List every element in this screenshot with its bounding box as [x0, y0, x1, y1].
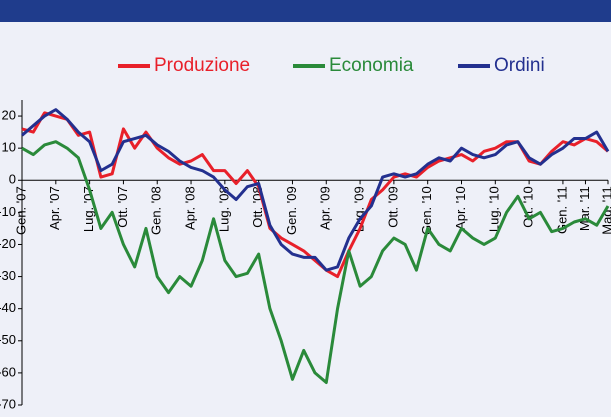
- y-tick-label: -10: [0, 204, 16, 219]
- x-tick-label: Lug. '08: [216, 186, 231, 232]
- header-bar: [0, 0, 611, 22]
- legend-label: Ordini: [494, 55, 545, 76]
- line-series: [21, 111, 609, 279]
- y-tick-label: 0: [9, 172, 16, 187]
- y-tick-label: -30: [0, 268, 16, 283]
- x-tick-label: Ott. '09: [385, 186, 400, 228]
- line-series: [21, 140, 610, 385]
- y-tick-label: -40: [0, 300, 16, 315]
- x-tick-label: Mar. '11: [577, 186, 592, 231]
- x-tick-label: Gen. '08: [149, 186, 164, 235]
- x-tick-label: Gen. '09: [284, 186, 299, 235]
- x-tick-label: Ott. '07: [115, 186, 130, 228]
- y-tick-label: -70: [0, 396, 16, 411]
- y-tick-label: -20: [0, 236, 16, 251]
- y-tick-label: -60: [0, 364, 16, 379]
- y-tick-label: -50: [0, 332, 16, 347]
- x-tick-label: Gen. '11: [554, 186, 569, 234]
- x-tick-label: Apr. '07: [47, 186, 62, 230]
- x-tick-label: Gen. '07: [13, 186, 28, 235]
- legend-label: Economia: [329, 55, 414, 76]
- x-tick-label: Lug. '09: [352, 186, 367, 232]
- x-tick-label: Gen. '10: [419, 186, 434, 235]
- y-tick-label: 10: [2, 140, 16, 155]
- line-series: [21, 108, 610, 272]
- legend-label: Produzione: [154, 55, 250, 76]
- y-tick-label: 20: [2, 107, 16, 122]
- x-tick-label: Apr. '10: [453, 186, 468, 230]
- x-tick-label: Apr. '08: [182, 186, 197, 230]
- x-tick-label: Lug. '10: [487, 186, 502, 232]
- x-tick-label: Apr. '09: [318, 186, 333, 230]
